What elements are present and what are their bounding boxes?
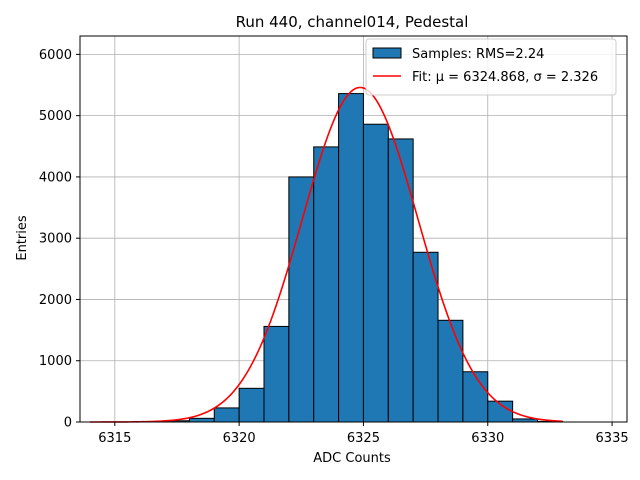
x-axis-ticks: 6315 6320 6325 6330 6335 (98, 422, 629, 446)
legend-box (365, 38, 617, 96)
histogram-bar-12 (462, 371, 489, 423)
histogram-bar-10 (412, 251, 439, 423)
histogram-bar-3 (238, 387, 265, 423)
y-axis-ticks: 0 1000 2000 3000 4000 5000 6000 (39, 48, 80, 431)
y-tick-label-0: 0 (64, 416, 72, 431)
histogram-bar-4 (263, 325, 290, 423)
histogram-bar-5 (288, 176, 315, 423)
fit-curve-line (89, 86, 563, 423)
legend-swatch-samples (372, 47, 402, 59)
histogram-bar-7 (338, 93, 364, 423)
y-tick-label-3: 3000 (39, 232, 72, 247)
y-tick-label-6: 6000 (39, 48, 72, 63)
histogram-bar-6 (313, 146, 340, 423)
x-tick-label-2: 6325 (347, 431, 380, 446)
y-tick-label-5: 5000 (39, 109, 72, 124)
x-tick-label-3: 6330 (471, 431, 504, 446)
x-tick-label-1: 6320 (223, 431, 256, 446)
histogram-bar-8 (362, 123, 389, 423)
plot-area-frame (79, 35, 628, 423)
histogram-bar-2 (213, 407, 240, 423)
legend: Samples: RMS=2.24 Fit: μ = 6324.868, σ =… (365, 38, 617, 96)
histogram-bar-11 (437, 319, 464, 423)
histogram-bar-9 (387, 138, 414, 423)
x-tick-label-4: 6335 (596, 431, 629, 446)
x-axis-label: ADC Counts (313, 451, 391, 466)
fit-curve-group (89, 86, 563, 423)
histogram-bar-1 (188, 417, 215, 423)
y-tick-label-4: 4000 (39, 170, 72, 185)
y-tick-label-2: 2000 (39, 293, 72, 308)
y-axis-label: Entries (15, 215, 30, 261)
legend-label-samples: Samples: RMS=2.24 (412, 47, 544, 62)
x-tick-label-0: 6315 (98, 431, 131, 446)
chart-title: Run 440, channel014, Pedestal (236, 13, 469, 31)
legend-label-fit: Fit: μ = 6324.868, σ = 2.326 (412, 70, 598, 85)
y-tick-label-1: 1000 (39, 354, 72, 369)
